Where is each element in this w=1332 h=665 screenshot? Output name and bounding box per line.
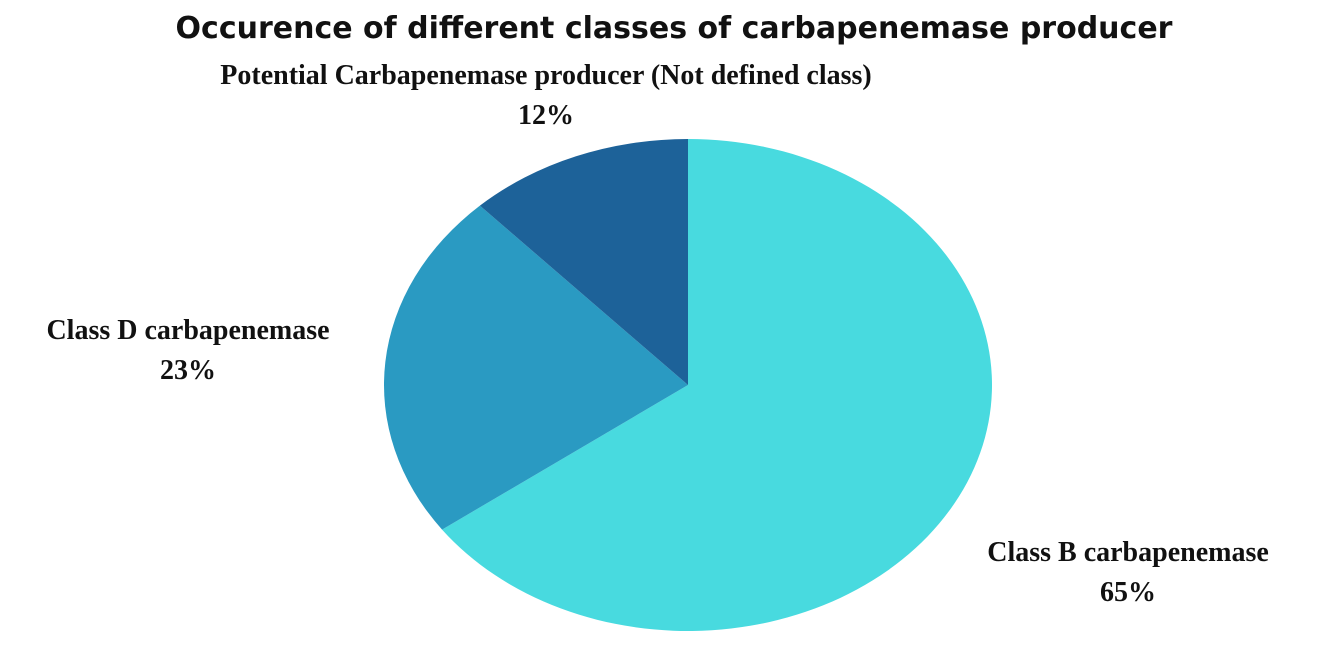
slice-label-2: Class D carbapenemase bbox=[46, 315, 329, 346]
slice-value-label-2: 23% bbox=[160, 355, 216, 386]
pie-slice-2 bbox=[383, 205, 688, 530]
pie-labels: Class B carbapenemase 65% Class D carbapen… bbox=[46, 60, 1268, 608]
slice-label-3: Potential Carbapenemase producer (Not de… bbox=[220, 60, 871, 91]
pie-slice-3 bbox=[479, 139, 688, 385]
chart-title: Occurence of different classes of carbap… bbox=[176, 11, 1173, 46]
pie-slice-1 bbox=[442, 139, 992, 632]
slice-value-label-1: 65% bbox=[1100, 577, 1156, 608]
slice-value-label-3: 12% bbox=[518, 100, 574, 131]
slice-label-1: Class B carbapenemase bbox=[987, 537, 1269, 568]
pie-slices bbox=[383, 139, 992, 632]
